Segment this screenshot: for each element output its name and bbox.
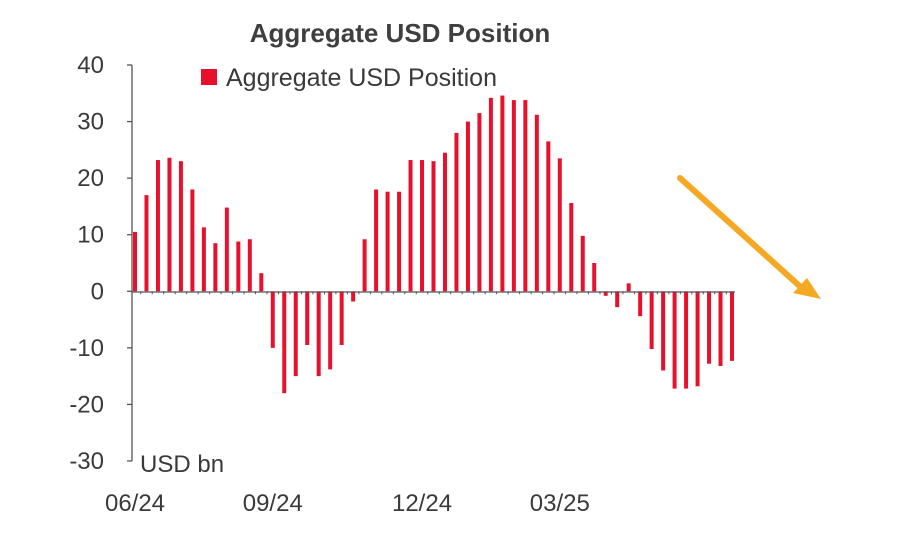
bar [167,157,172,292]
bar [592,263,597,292]
bar [190,189,195,292]
x-tick-label: 03/25 [530,490,590,517]
bar [477,113,482,292]
x-axis-ticks: 06/24 09/24 12/24 03/25 [105,291,727,517]
bar [316,291,321,377]
bar [488,97,493,292]
legend-label: Aggregate USD Position [226,64,497,92]
bar [362,239,367,292]
x-tick-label: 09/24 [243,490,303,517]
bar [155,160,160,292]
bar [328,291,333,370]
bar [534,114,539,292]
legend-swatch [201,69,217,85]
bar [603,291,608,296]
y-tick-label: 0 [91,278,104,305]
bar [638,291,643,317]
bar [397,191,402,292]
bar [730,291,734,361]
bar [500,95,505,292]
chart-title: Aggregate USD Position [250,18,550,48]
bar [465,121,470,292]
bar [626,283,631,292]
x-tick-label: 06/24 [105,490,165,517]
bar-series [133,95,734,394]
bar [615,291,620,308]
unit-label: USD bn [140,451,224,478]
y-tick-label: 30 [77,109,104,136]
bar [201,227,206,292]
bar [270,291,275,348]
bar [718,291,723,366]
bar [293,291,298,377]
bar [511,100,516,292]
bar [661,291,666,371]
bar [305,291,310,346]
bar [546,141,551,292]
bar [133,231,137,292]
bar [247,239,252,292]
y-tick-label: -10 [69,335,104,362]
bar [374,189,379,292]
bar [351,291,356,302]
y-tick-label: -20 [69,391,104,418]
y-tick-label: 40 [77,52,104,79]
bar [259,273,264,292]
bar [649,291,654,349]
bar [442,152,447,292]
bar [684,291,689,389]
bar [178,161,183,292]
y-tick-label: 20 [77,165,104,192]
bar [282,291,287,394]
bar [385,191,390,292]
y-tick-label: 10 [77,222,104,249]
bar [420,160,425,292]
bar [236,241,241,292]
bar [213,243,218,292]
trend-arrow-icon [677,175,821,299]
y-axis: 40 30 20 10 0 -10 -20 -30 [69,52,133,475]
bar [224,207,229,292]
y-axis-ticks: 40 30 20 10 0 -10 -20 -30 [69,52,132,475]
x-tick-label: 12/24 [392,490,452,517]
bar [144,195,149,292]
bar [408,160,413,292]
bar [569,203,574,292]
bar [707,291,712,364]
bar [672,291,677,389]
bar [523,100,528,292]
bar [580,235,585,292]
bar [695,291,700,387]
bar [557,158,562,292]
bar [454,132,459,292]
y-tick-label: -30 [69,448,104,475]
bar [431,161,436,292]
bar [339,291,344,346]
